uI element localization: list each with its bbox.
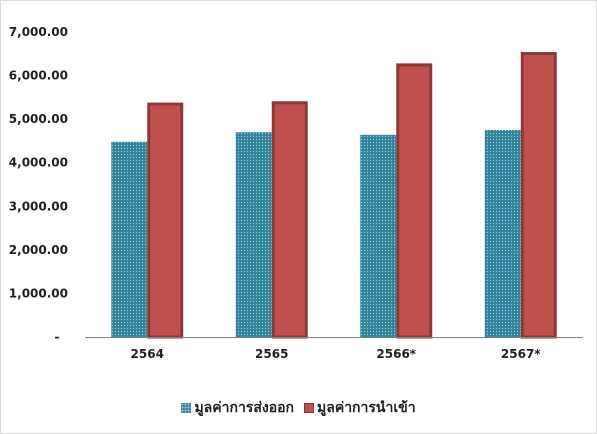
legend: มูลค่าการส่งออก มูลค่าการนำเข้า <box>0 397 597 419</box>
y-tick-label: 3,000.00 <box>9 199 68 213</box>
bar-import <box>147 102 184 339</box>
y-tick-label: 1,000.00 <box>9 286 68 300</box>
y-tick-label: 2,000.00 <box>9 243 68 257</box>
bar-export <box>360 134 397 337</box>
legend-swatch-export <box>181 403 192 413</box>
y-tick-label: 5,000.00 <box>9 112 68 126</box>
legend-label-export: มูลค่าการส่งออก <box>194 400 295 416</box>
legend-label-import: มูลค่าการนำเข้า <box>317 400 416 416</box>
bar-import <box>520 52 557 339</box>
x-tick-label: 2567* <box>501 347 541 361</box>
y-tick-label: 6,000.00 <box>9 69 68 83</box>
y-tick-label: - <box>55 330 60 344</box>
bar-export <box>235 132 272 337</box>
x-tick-label: 2564 <box>131 347 164 361</box>
x-tick-label: 2566* <box>376 347 416 361</box>
y-tick-label: 4,000.00 <box>9 156 68 170</box>
legend-item-import: มูลค่าการนำเข้า <box>304 397 416 419</box>
bar-import <box>396 63 433 339</box>
bar-export <box>111 141 148 337</box>
legend-item-export: มูลค่าการส่งออก <box>181 397 294 419</box>
bar-export <box>484 130 521 337</box>
bar-import <box>271 101 308 339</box>
y-tick-label: 7,000.00 <box>9 25 68 39</box>
x-tick-label: 2565 <box>255 347 288 361</box>
legend-swatch-import <box>304 403 315 413</box>
